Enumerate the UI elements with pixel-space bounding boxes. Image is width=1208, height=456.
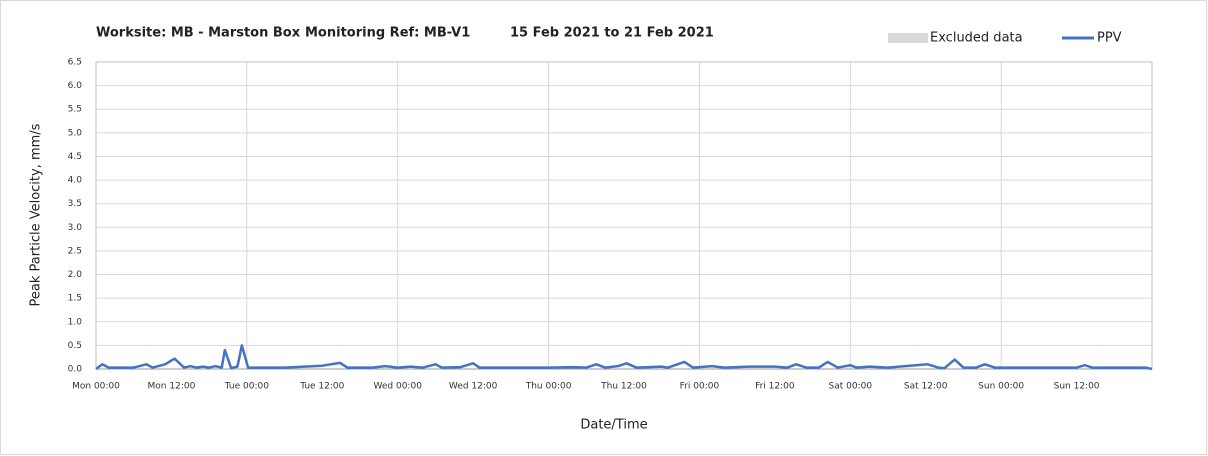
chart-title: Worksite: MB - Marston Box <box>96 26 301 41</box>
x-tick-label: Sun 12:00 <box>1054 382 1100 392</box>
x-tick-label: Fri 12:00 <box>755 382 795 392</box>
x-tick-label: Wed 00:00 <box>374 382 423 392</box>
x-tick-label: Tue 12:00 <box>299 382 344 392</box>
y-tick-label: 2.5 <box>68 246 82 256</box>
legend-swatch <box>888 33 928 43</box>
x-tick-label: Mon 00:00 <box>72 382 120 392</box>
y-tick-label: 2.0 <box>68 270 83 280</box>
y-tick-label: 5.0 <box>68 128 83 138</box>
y-tick-label: 3.5 <box>68 199 82 209</box>
legend-label: Excluded data <box>930 31 1023 46</box>
y-tick-label: 4.5 <box>68 152 82 162</box>
x-tick-label: Sat 00:00 <box>829 382 873 392</box>
x-tick-label: Fri 00:00 <box>680 382 720 392</box>
y-tick-label: 1.5 <box>68 294 82 304</box>
x-tick-label: Thu 12:00 <box>600 382 647 392</box>
y-axis-label: Peak Particle Velocity, mm/s <box>29 123 44 306</box>
legend-label: PPV <box>1097 31 1122 46</box>
y-tick-label: 6.5 <box>68 58 82 68</box>
x-tick-label: Tue 00:00 <box>224 382 269 392</box>
y-tick-label: 5.5 <box>68 105 82 115</box>
y-tick-label: 4.0 <box>68 176 83 186</box>
data-line <box>95 344 1153 371</box>
y-tick-label: 0.5 <box>68 341 82 351</box>
x-tick-label: Mon 12:00 <box>148 382 196 392</box>
y-tick-label: 0.0 <box>68 365 83 375</box>
x-tick-label: Sat 12:00 <box>904 382 948 392</box>
x-tick-label: Thu 00:00 <box>525 382 572 392</box>
y-tick-label: 1.0 <box>68 317 83 327</box>
x-axis-label: Date/Time <box>580 418 647 433</box>
x-tick-label: Sun 00:00 <box>978 382 1024 392</box>
y-tick-label: 6.0 <box>68 81 83 91</box>
date-range: 15 Feb 2021 to 21 Feb 2021 <box>510 26 714 41</box>
y-tick-label: 3.0 <box>68 223 83 233</box>
chart-subtitle: Monitoring Ref: MB-V1 <box>305 26 470 41</box>
x-tick-label: Wed 12:00 <box>449 382 498 392</box>
